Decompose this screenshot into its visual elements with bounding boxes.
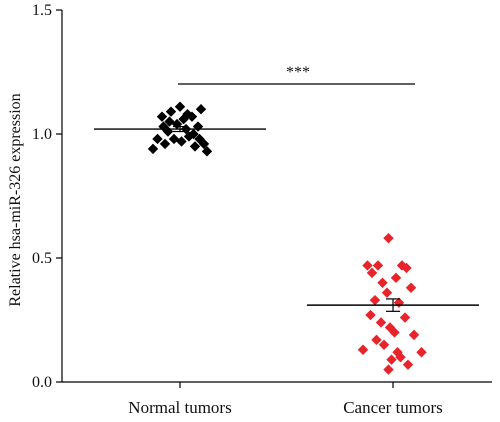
data-point xyxy=(176,136,187,147)
x-category-label: Normal tumors xyxy=(128,398,231,417)
data-point xyxy=(381,287,393,298)
data-point xyxy=(188,128,199,140)
data-points xyxy=(147,101,427,375)
data-point xyxy=(186,111,198,122)
x-category-label: Cancer tumors xyxy=(343,398,443,417)
data-point xyxy=(372,260,384,271)
data-point xyxy=(390,272,402,284)
data-point xyxy=(357,344,369,355)
data-point xyxy=(192,121,204,132)
data-point xyxy=(408,329,420,341)
data-point xyxy=(174,101,186,112)
data-point xyxy=(389,327,400,338)
data-point xyxy=(164,116,175,127)
y-tick-label: 0.0 xyxy=(32,374,52,391)
data-point xyxy=(416,347,427,358)
data-point xyxy=(195,104,207,115)
significance-label: *** xyxy=(286,64,310,81)
data-point xyxy=(147,143,159,155)
data-point xyxy=(402,359,414,370)
y-tick-label: 0.5 xyxy=(32,250,52,267)
data-point xyxy=(375,317,387,328)
mean-sem-bars xyxy=(94,125,479,312)
data-point xyxy=(383,364,394,375)
data-point xyxy=(158,121,169,132)
data-point xyxy=(171,118,183,130)
y-axis-title: Relative hsa-miR-326 expression xyxy=(7,93,24,306)
data-point xyxy=(152,133,163,145)
data-point xyxy=(383,232,394,244)
data-point xyxy=(392,347,403,358)
y-tick-label: 1.5 xyxy=(32,2,52,19)
axes xyxy=(61,10,492,383)
data-point xyxy=(378,339,390,350)
data-point xyxy=(182,108,193,120)
data-point xyxy=(386,354,397,365)
data-point xyxy=(365,309,376,321)
data-point xyxy=(159,138,171,150)
y-axis-ticks: 0.0 0.5 1.0 1.5 xyxy=(32,2,62,391)
data-point xyxy=(156,111,168,122)
data-point xyxy=(194,133,205,145)
data-point xyxy=(371,334,382,346)
data-point xyxy=(369,294,381,306)
data-point xyxy=(377,277,388,288)
data-point xyxy=(405,282,417,293)
y-tick-label: 1.0 xyxy=(32,126,52,143)
data-point xyxy=(201,146,213,157)
data-point xyxy=(162,126,174,137)
data-point xyxy=(362,260,373,271)
significance-annotation: *** xyxy=(178,64,415,85)
data-point xyxy=(165,106,177,117)
data-point xyxy=(399,312,411,323)
data-point xyxy=(401,262,412,274)
x-axis-categories: Normal tumors Cancer tumors xyxy=(128,382,443,417)
data-point xyxy=(189,141,201,152)
data-point xyxy=(366,267,378,279)
